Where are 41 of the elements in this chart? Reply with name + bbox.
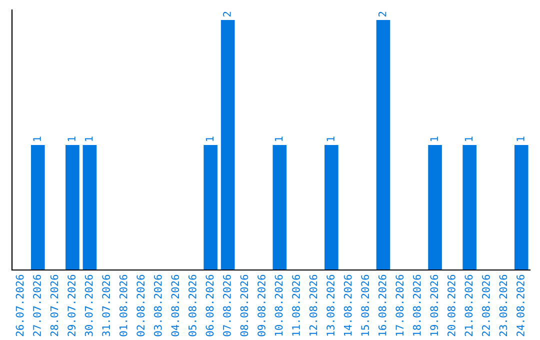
- x-tick-label: 28.07.2026: [50, 274, 58, 336]
- x-tick-label: 22.08.2026: [482, 274, 490, 336]
- data-label: 1: [274, 136, 283, 141]
- x-tick-label: 24.08.2026: [516, 274, 524, 336]
- x-tick-label: 07.08.2026: [223, 274, 231, 336]
- data-label: 1: [206, 136, 214, 141]
- x-tick-label: 23.08.2026: [499, 274, 508, 336]
- data-label: 2: [378, 12, 386, 16]
- x-tick-label: 12.08.2026: [309, 274, 318, 336]
- x-tick-label: 02.08.2026: [136, 274, 145, 336]
- x-tick-label: 19.08.2026: [430, 274, 438, 336]
- data-label: 1: [516, 136, 524, 141]
- x-tick-label: 04.08.2026: [171, 274, 180, 336]
- data-label: 1: [464, 136, 472, 141]
- data-label: 1: [68, 136, 76, 141]
- x-tick-label: 16.08.2026: [378, 274, 386, 336]
- data-label: 2: [223, 12, 231, 16]
- x-tick-label: 29.07.2026: [68, 274, 76, 336]
- x-tick-label: 01.08.2026: [119, 274, 128, 336]
- x-tick-label: 11.08.2026: [292, 274, 300, 336]
- x-tick-label: 10.08.2026: [274, 274, 283, 336]
- x-tick-label: 17.08.2026: [396, 274, 404, 336]
- x-tick-label: 18.08.2026: [412, 274, 421, 336]
- data-label: 1: [33, 136, 41, 141]
- x-tick-label: 26.07.2026: [16, 274, 24, 336]
- data-label: 1: [326, 136, 334, 141]
- data-label: 1: [85, 136, 93, 141]
- x-tick-label: 21.08.2026: [464, 274, 473, 336]
- x-tick-label: 06.08.2026: [206, 274, 214, 336]
- x-tick-label: 20.08.2026: [447, 274, 456, 336]
- x-tick-label: 27.07.2026: [33, 274, 41, 336]
- x-tick-label: 03.08.2026: [154, 274, 162, 336]
- data-label: 1: [430, 136, 438, 141]
- x-tick-label: 15.08.2026: [361, 274, 370, 336]
- x-tick-label: 05.08.2026: [188, 274, 196, 336]
- x-tick-label: 08.08.2026: [240, 274, 248, 336]
- x-tick-label: 31.07.2026: [102, 274, 110, 336]
- x-tick-label: 13.08.2026: [326, 274, 334, 336]
- x-tick-label: 14.08.2026: [344, 274, 352, 336]
- x-tick-label: 30.07.2026: [84, 274, 93, 336]
- x-tick-label: 09.08.2026: [258, 274, 266, 336]
